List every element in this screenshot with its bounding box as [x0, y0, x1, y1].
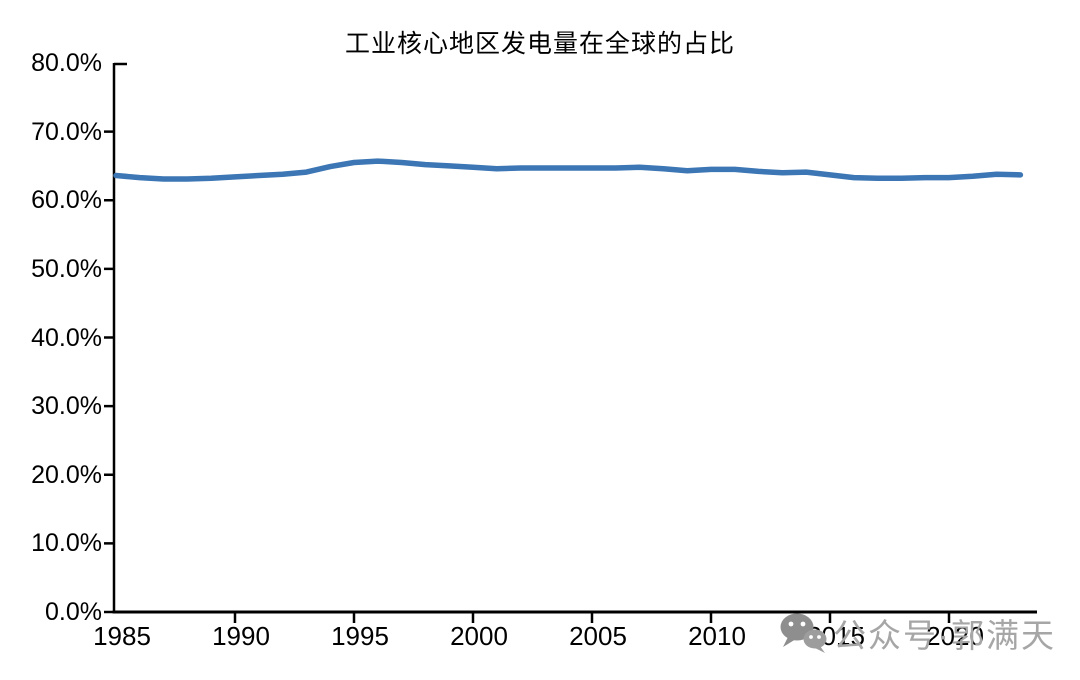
y-tick-label: 30.0% — [31, 392, 102, 421]
watermark: 公众号·郭满天 — [778, 609, 1056, 657]
y-tick-label: 60.0% — [31, 186, 102, 215]
y-tick-label: 50.0% — [31, 254, 102, 283]
x-tick-label: 2005 — [569, 621, 627, 651]
x-tick-label: 2010 — [688, 621, 746, 651]
wechat-icon — [780, 613, 827, 653]
x-tick-label: 1995 — [331, 621, 389, 651]
y-tick-label: 10.0% — [31, 529, 102, 558]
x-tick-label: 1985 — [93, 621, 151, 651]
series-line — [113, 158, 1024, 182]
watermark-text: 公众号·郭满天 — [833, 617, 1056, 654]
y-tick-label: 70.0% — [31, 117, 102, 146]
y-tick-label: 40.0% — [31, 323, 102, 352]
y-tick-label: 80.0% — [31, 49, 102, 77]
y-tick-label: 20.0% — [31, 460, 102, 489]
x-tick-label: 1990 — [212, 621, 270, 651]
y-tick-label: 0.0% — [45, 598, 102, 626]
chart-title: 工业核心地区发电量在全球的占比 — [344, 31, 735, 58]
x-tick-label: 2020 — [926, 621, 984, 651]
x-tick-label: 2000 — [450, 621, 508, 651]
